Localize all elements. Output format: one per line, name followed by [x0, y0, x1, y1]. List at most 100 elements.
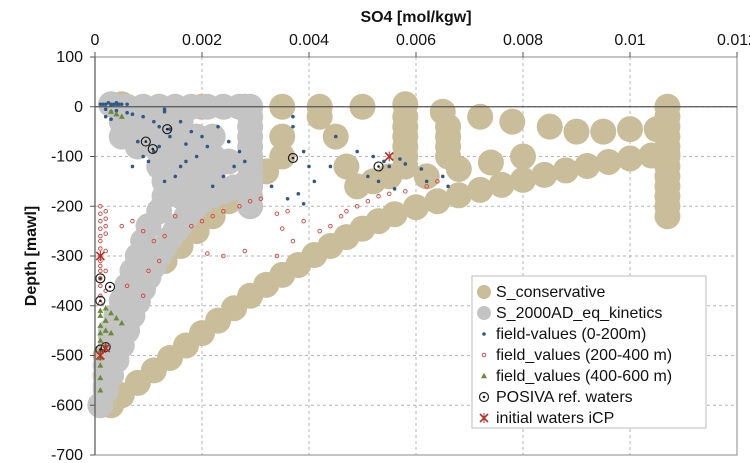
data-point [184, 159, 188, 164]
x-tick-label: 0.01 [614, 32, 645, 49]
data-point [141, 114, 145, 119]
legend-marker [477, 306, 491, 320]
series-6 [95, 124, 384, 355]
data-point [317, 228, 322, 234]
data-point [403, 194, 429, 221]
data-point [95, 251, 105, 261]
data-point [306, 103, 333, 130]
data-point [365, 199, 371, 204]
data-point [124, 283, 130, 289]
data-point [103, 231, 108, 236]
legend-label: initial waters iCP [496, 410, 614, 427]
data-point [106, 100, 111, 105]
legend-marker [479, 413, 489, 423]
data-point [152, 119, 156, 124]
data-point [98, 293, 103, 299]
series-4 [98, 179, 440, 306]
data-point [384, 151, 394, 162]
data-point [301, 201, 306, 206]
legend-label: S_2000AD_eq_kinetics [496, 305, 662, 322]
data-point [97, 329, 104, 336]
data-point [563, 118, 590, 145]
data-point [285, 196, 290, 201]
data-point [147, 143, 158, 155]
data-point [387, 164, 392, 169]
y-tick-labels: 100 0 -100 -200 -300 -400 -500 -600 -700 [51, 49, 95, 463]
data-point [95, 295, 106, 306]
data-point [162, 124, 173, 135]
data-point [130, 112, 135, 117]
data-point [510, 166, 536, 193]
data-point [168, 127, 172, 131]
data-point [419, 167, 424, 171]
data-point [114, 100, 119, 105]
x-tick-label: 0.004 [289, 32, 329, 49]
data-point [114, 108, 119, 113]
data-point [168, 134, 172, 139]
data-point [97, 362, 104, 368]
data-point [376, 163, 403, 190]
data-point [98, 263, 103, 269]
series-2 [87, 91, 264, 419]
data-point [333, 134, 338, 139]
data-point [328, 164, 333, 169]
data-point [97, 322, 104, 328]
data-point [109, 117, 113, 121]
data-point [467, 176, 494, 203]
y-tick-label: -500 [51, 348, 83, 365]
data-point [194, 154, 199, 159]
series-1 [92, 91, 681, 419]
data-point [157, 124, 161, 129]
data-point [552, 157, 579, 184]
data-point [98, 246, 103, 251]
data-point [328, 223, 333, 229]
data-point [274, 253, 280, 259]
legend-marker [482, 332, 486, 336]
data-point [643, 116, 670, 143]
data-point [97, 374, 104, 381]
data-point [344, 208, 349, 214]
data-point [140, 293, 146, 299]
data-point [162, 233, 167, 239]
data-point [98, 203, 103, 209]
data-point [162, 107, 167, 112]
legend-marker [477, 285, 491, 299]
data-point [403, 189, 408, 194]
data-point [301, 149, 306, 154]
data-point [269, 123, 296, 150]
data-point [141, 154, 145, 159]
series-7 [95, 151, 394, 361]
data-point [98, 218, 103, 224]
data-point [617, 116, 643, 143]
data-point [269, 184, 274, 189]
data-point [140, 136, 151, 147]
data-point [243, 159, 247, 164]
x-axis-title: SO4 [mol/kgw] [360, 9, 471, 26]
legend-item: POSIVA ref. waters [478, 389, 633, 406]
data-point [333, 153, 360, 180]
data-point [274, 211, 280, 216]
data-point [210, 213, 215, 219]
legend-items: S_conservative S_2000AD_eq_kinetics field-… [477, 284, 672, 427]
data-point [307, 164, 311, 169]
data-point [232, 164, 236, 169]
data-point [103, 223, 108, 229]
data-point [98, 268, 103, 274]
x-tick-label: 0.012 [717, 32, 750, 49]
data-point [189, 223, 194, 229]
data-point [499, 108, 526, 135]
data-point [381, 201, 408, 228]
x-tick-labels: 0 0.002 0.004 0.006 0.008 0.01 0.012 [91, 32, 750, 57]
legend-item: field-values (0-200m) [482, 326, 646, 343]
data-point [280, 226, 285, 231]
data-point [296, 192, 301, 196]
data-point [488, 171, 515, 198]
data-point [440, 174, 445, 179]
data-point [510, 143, 536, 170]
data-point [392, 187, 397, 191]
data-point [130, 218, 135, 224]
data-point [237, 203, 242, 209]
data-point [424, 188, 451, 215]
data-point [152, 149, 156, 154]
